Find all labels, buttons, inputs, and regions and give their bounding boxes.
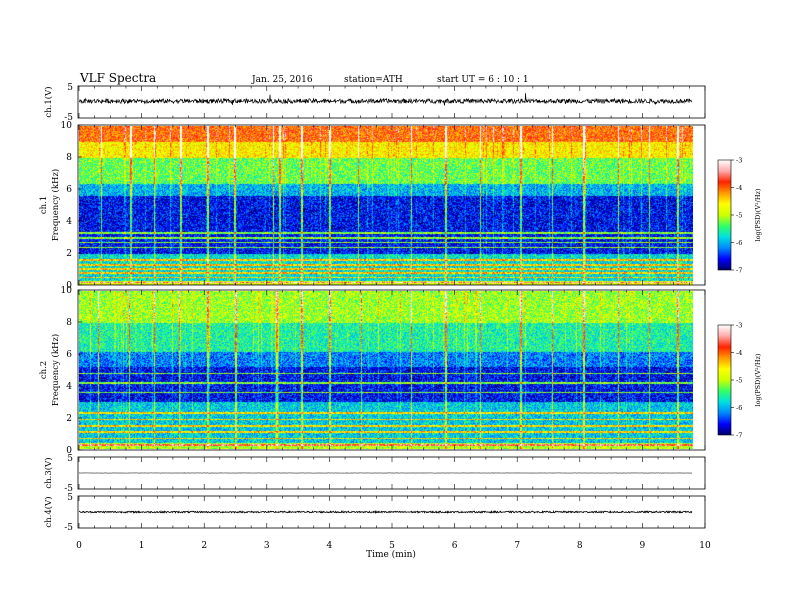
station-label: station=ATH: [344, 75, 403, 85]
time-axis-ticks: [78, 86, 706, 528]
time-axis-label: Time (min): [366, 549, 416, 560]
ch1-waveform-frame: [77, 85, 706, 119]
ch1-spectrogram-frame: [77, 124, 706, 286]
ch1-colorbar-tick-label: -4: [736, 184, 742, 192]
ch2-colorbar: -3 -4 -5 -6 -7 log(PSD)(V²/Hz): [717, 322, 762, 440]
ch1-colorbar-scale: [717, 159, 732, 271]
ch4-ylabel: ch.4(V): [43, 496, 54, 527]
ch1-waveform-panel: 5 -5 ch.1(V): [43, 83, 706, 123]
ch2-colorbar-label: log(PSD)(V²/Hz): [754, 353, 762, 406]
ch4-waveform-frame: [77, 495, 706, 529]
time-axis-tick-label: 6: [452, 541, 458, 551]
ch1-ylabel: ch.1(V): [43, 86, 54, 117]
ch1-colorbar: -3 -4 -5 -6 -7 log(PSD)(V²/Hz): [717, 157, 762, 275]
time-axis-tick-labels: 0 1 2 3 4 5 6 7 8 9 10: [76, 541, 711, 551]
ch1-ylabel-frequency: Frequency (kHz): [50, 169, 61, 241]
ch1-spectrogram-panel: 0 2 4 6 8 10 ch.1 Frequency (kHz): [39, 121, 706, 291]
ch2-spectrogram-image: [79, 291, 693, 449]
ch1-ytick-top: 5: [67, 83, 73, 93]
time-axis-tick-label: 3: [264, 541, 270, 551]
ch2-colorbar-tick-label: -6: [736, 404, 742, 412]
ch4-waveform-panel: 5 -5 ch.4(V): [43, 493, 706, 533]
figure-title: VLF Spectra: [79, 71, 156, 85]
ch2-spec-ytick-label: 4: [66, 382, 72, 392]
ch2-spec-ytick-label: 6: [66, 350, 72, 360]
ch1-ytick-bottom: -5: [64, 113, 73, 123]
ch2-spec-ytick-label: 8: [66, 318, 72, 328]
ch1-ylabel-channel: ch.1: [39, 196, 49, 214]
ch2-spec-ytick-label: 2: [66, 414, 72, 424]
ch2-ylabel-channel: ch.2: [39, 361, 49, 379]
time-axis-tick-label: 5: [389, 541, 395, 551]
ch1-colorbar-label: log(PSD)(V²/Hz): [754, 188, 762, 241]
time-axis-tick-label: 0: [76, 541, 82, 551]
ch1-spec-ytick-label: 8: [66, 153, 72, 163]
ch2-ylabel-frequency: Frequency (kHz): [50, 334, 61, 406]
ch3-waveform-panel: 5 -5 ch.3(V): [43, 454, 706, 494]
ch2-colorbar-tick-label: -7: [736, 432, 742, 440]
time-axis-tick-label: 10: [699, 541, 711, 551]
ch1-spec-ytick-label: 6: [66, 185, 72, 195]
ch1-waveform-trace: [78, 93, 693, 106]
time-axis-tick-label: 4: [327, 541, 333, 551]
ch3-ytick-bottom: -5: [64, 484, 73, 494]
date-label: Jan. 25, 2016: [251, 75, 313, 85]
ch1-spectrogram-image: [79, 126, 693, 285]
ch4-waveform-trace: [79, 509, 693, 515]
ch2-spectrogram-frame: [77, 289, 706, 451]
ch1-spec-ytick-label: 0: [66, 281, 72, 291]
ch2-spec-ytick-label: 0: [66, 446, 72, 456]
time-axis-tick-label: 1: [139, 541, 145, 551]
ch1-spec-ytick-label: 2: [66, 249, 72, 259]
time-axis-tick-label: 2: [201, 541, 207, 551]
ch1-spec-ytick-label: 4: [66, 217, 72, 227]
ch2-colorbar-scale: [717, 324, 732, 436]
ch2-colorbar-tick-label: -4: [736, 349, 742, 357]
start-ut-label: start UT = 6 : 10 : 1: [437, 75, 529, 85]
time-axis-tick-label: 7: [514, 541, 520, 551]
ch3-ylabel: ch.3(V): [43, 457, 54, 488]
ch3-ytick-top: 5: [67, 454, 73, 464]
ch3-waveform-frame: [77, 456, 706, 490]
ch4-ytick-top: 5: [67, 493, 73, 503]
ch2-colorbar-tick-label: -3: [736, 322, 742, 330]
time-axis-tick-label: 8: [577, 541, 583, 551]
time-axis-tick-label: 9: [640, 541, 646, 551]
ch1-colorbar-tick-label: -3: [736, 157, 742, 165]
ch1-colorbar-tick-label: -5: [736, 212, 742, 220]
ch1-spec-ytick-label: 10: [61, 121, 73, 131]
ch2-spectrogram-panel: 0 2 4 6 8 10 ch.2 Frequency (kHz): [39, 286, 706, 456]
ch2-spec-ytick-label: 10: [61, 286, 73, 296]
ch1-colorbar-tick-label: -6: [736, 239, 742, 247]
ch2-colorbar-tick-label: -5: [736, 377, 742, 385]
ch4-ytick-bottom: -5: [64, 523, 73, 533]
ch1-colorbar-tick-label: -7: [736, 267, 742, 275]
